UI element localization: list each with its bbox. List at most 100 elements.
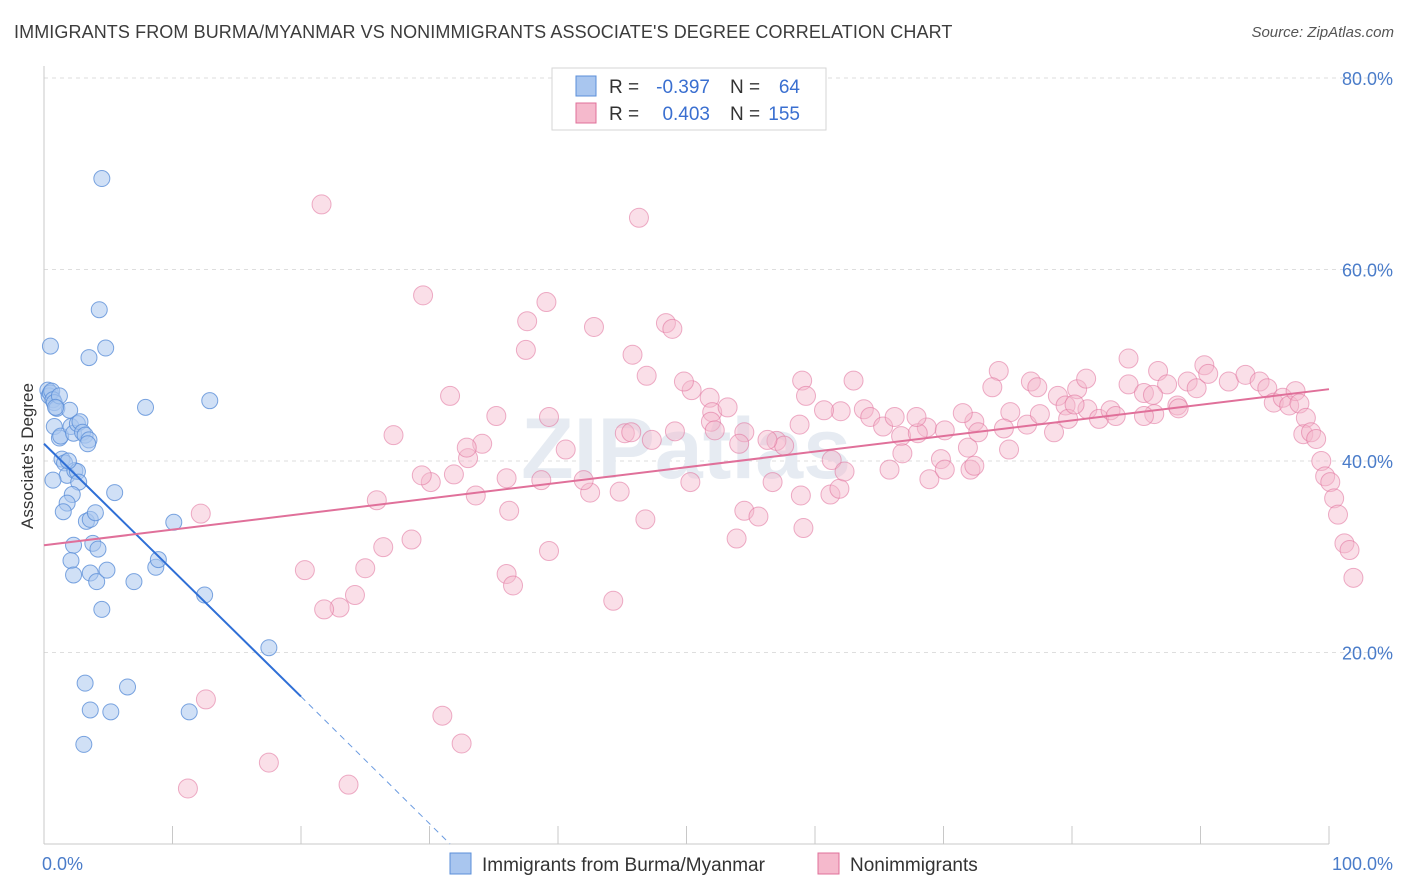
data-point-nonimmigrants <box>294 560 315 581</box>
data-point-nonimmigrants <box>1133 405 1154 426</box>
data-point-nonimmigrants <box>680 472 701 493</box>
data-point-nonimmigrants <box>555 439 576 460</box>
data-point-burma <box>106 484 124 502</box>
data-point-nonimmigrants <box>635 509 656 530</box>
data-point-nonimmigrants <box>258 752 279 773</box>
data-point-nonimmigrants <box>748 506 769 527</box>
data-point-nonimmigrants <box>621 422 642 443</box>
data-point-nonimmigrants <box>843 370 864 391</box>
data-point-nonimmigrants <box>517 311 538 332</box>
stats-legend-swatch-blue <box>575 75 597 97</box>
trend-lines <box>43 388 1330 845</box>
data-point-nonimmigrants <box>762 472 783 493</box>
axes <box>43 66 1330 845</box>
data-point-nonimmigrants <box>496 468 517 489</box>
data-point-nonimmigrants <box>1306 428 1327 449</box>
data-point-nonimmigrants <box>1311 451 1332 471</box>
trend-line-burma <box>43 443 302 698</box>
data-point-burma <box>98 561 116 579</box>
data-point-nonimmigrants <box>790 485 811 506</box>
data-point-nonimmigrants <box>952 403 973 424</box>
data-point-nonimmigrants <box>614 423 635 444</box>
data-point-burma <box>97 339 115 357</box>
data-point-nonimmigrants <box>503 575 524 596</box>
data-point-nonimmigrants <box>195 689 216 710</box>
data-point-nonimmigrants <box>1027 377 1048 398</box>
data-point-nonimmigrants <box>1334 533 1355 554</box>
stats-n-value-pink: 155 <box>768 104 800 125</box>
data-point-nonimmigrants <box>662 318 683 339</box>
data-point-nonimmigrants <box>1218 371 1239 392</box>
data-point-nonimmigrants <box>957 437 978 458</box>
y-tick-label: 40.0% <box>1342 452 1393 472</box>
data-point-nonimmigrants <box>982 377 1003 398</box>
data-point-nonimmigrants <box>999 439 1020 460</box>
data-point-nonimmigrants <box>726 528 747 549</box>
data-point-burma <box>180 703 198 721</box>
data-point-nonimmigrants <box>1118 348 1139 369</box>
data-point-burma <box>65 566 83 584</box>
data-point-nonimmigrants <box>373 537 394 558</box>
data-point-nonimmigrants <box>413 285 434 306</box>
data-point-nonimmigrants <box>934 459 955 480</box>
stats-legend: R = -0.397 N = 64 R = 0.403 N = 155 <box>551 67 827 131</box>
data-point-nonimmigrants <box>609 481 630 502</box>
data-point-nonimmigrants <box>757 429 778 450</box>
data-point-nonimmigrants <box>531 470 552 491</box>
data-point-nonimmigrants <box>383 425 404 446</box>
data-point-nonimmigrants <box>1076 368 1097 389</box>
grid-lines <box>44 77 1393 653</box>
data-point-nonimmigrants <box>411 465 432 486</box>
stats-n-value-blue: 64 <box>779 77 801 98</box>
data-point-burma <box>102 703 120 721</box>
data-point-nonimmigrants <box>329 597 350 618</box>
data-point-nonimmigrants <box>580 482 601 503</box>
stats-legend-swatch-pink <box>575 102 597 124</box>
data-point-nonimmigrants <box>583 316 604 337</box>
data-point-nonimmigrants <box>1157 374 1178 395</box>
data-point-nonimmigrants <box>919 469 940 490</box>
data-point-nonimmigrants <box>1324 488 1345 509</box>
data-point-nonimmigrants <box>829 478 850 499</box>
legend-label-burma: Immigrants from Burma/Myanmar <box>482 855 766 876</box>
data-point-burma <box>260 639 278 657</box>
data-point-nonimmigrants <box>879 459 900 480</box>
data-point-nonimmigrants <box>1301 422 1322 443</box>
y-axis-label: Associate's Degree <box>18 383 37 529</box>
data-point-burma <box>119 678 137 696</box>
data-point-nonimmigrants <box>1198 363 1219 384</box>
data-point-nonimmigrants <box>1118 374 1139 395</box>
data-point-nonimmigrants <box>1343 567 1364 588</box>
data-point-burma <box>89 540 107 558</box>
legend-label-nonimmigrants: Nonimmigrants <box>850 855 978 876</box>
data-point-nonimmigrants <box>830 401 851 422</box>
data-point-nonimmigrants <box>774 435 795 456</box>
data-point-nonimmigrants <box>451 733 472 754</box>
chart-source: Source: ZipAtlas.com <box>1251 24 1394 41</box>
data-point-nonimmigrants <box>1064 394 1085 415</box>
data-point-nonimmigrants <box>813 400 834 421</box>
data-point-burma <box>76 674 94 692</box>
data-point-nonimmigrants <box>536 292 557 313</box>
data-point-nonimmigrants <box>456 437 477 458</box>
burma-points <box>39 170 278 753</box>
data-point-burma <box>65 536 83 554</box>
data-point-nonimmigrants <box>717 397 738 418</box>
data-point-nonimmigrants <box>655 313 676 334</box>
data-point-nonimmigrants <box>344 585 365 606</box>
bottom-legend: Immigrants from Burma/Myanmar Nonimmigra… <box>449 852 978 876</box>
data-point-nonimmigrants <box>964 411 985 432</box>
data-point-burma <box>41 337 59 355</box>
data-point-nonimmigrants <box>681 380 702 401</box>
data-point-nonimmigrants <box>734 422 755 443</box>
data-point-nonimmigrants <box>338 774 359 795</box>
data-point-burma <box>54 503 72 521</box>
data-point-nonimmigrants <box>465 485 486 506</box>
data-point-nonimmigrants <box>793 518 814 539</box>
data-point-nonimmigrants <box>440 385 461 406</box>
data-point-nonimmigrants <box>472 433 493 454</box>
data-point-burma <box>44 471 62 489</box>
data-point-nonimmigrants <box>673 371 694 392</box>
stats-r-value-blue: -0.397 <box>656 77 710 98</box>
stats-r-label-blue: R = <box>609 77 639 98</box>
